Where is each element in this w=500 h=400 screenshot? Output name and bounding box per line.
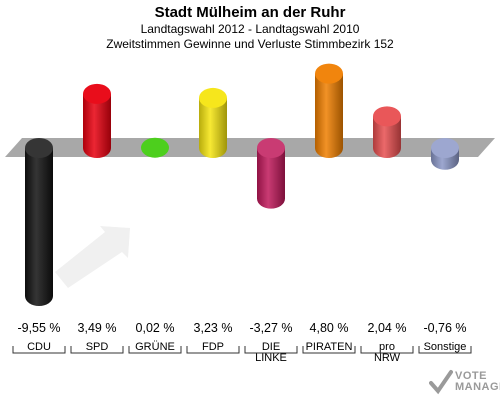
bar-piraten	[315, 63, 343, 158]
baseline-platform	[5, 138, 495, 157]
bar-body	[257, 148, 285, 209]
bar-body	[199, 97, 227, 158]
bar-cdu	[25, 138, 53, 307]
label-bracket	[302, 346, 356, 354]
bar-body	[373, 116, 401, 158]
chart-subtitle-2: Zweitstimmen Gewinne und Verluste Stimmb…	[106, 37, 394, 51]
shadow-arrow	[55, 226, 130, 288]
label-bracket	[186, 346, 240, 354]
bar-fdp	[199, 87, 227, 158]
label-bracket	[244, 346, 298, 354]
bar-pro-nrw	[373, 106, 401, 158]
logo-line-2: MANAGER	[455, 381, 500, 393]
bar-cap	[373, 106, 401, 127]
value-label: -0,76 %	[423, 321, 466, 335]
bar-spd	[83, 83, 111, 158]
label-bracket	[70, 346, 124, 354]
value-label: -3,27 %	[249, 321, 292, 335]
bars-layer	[25, 63, 459, 307]
checkmark-icon	[429, 370, 453, 395]
value-label: -9,55 %	[17, 321, 60, 335]
category-label: FDP	[202, 341, 224, 353]
bar-cap	[199, 87, 227, 108]
chart-title: Stadt Mülheim an der Ruhr	[154, 4, 346, 21]
label-bracket	[360, 346, 414, 354]
category-label: PIRATEN	[306, 341, 353, 353]
category-label: GRÜNE	[135, 341, 175, 353]
bar-cap	[141, 137, 169, 158]
bar-cap	[25, 138, 53, 158]
category-label: pro	[379, 341, 395, 353]
logo-line-1: VOTE	[455, 370, 487, 382]
bar-cap	[315, 63, 343, 84]
bar-cap	[83, 83, 111, 104]
bar-gr-ne	[141, 137, 169, 158]
category-label: SPD	[86, 341, 109, 353]
category-label: NRW	[374, 352, 401, 364]
value-label: 3,49 %	[78, 321, 117, 335]
label-bracket	[128, 346, 182, 354]
bar-body	[83, 93, 111, 158]
value-label: 4,80 %	[310, 321, 349, 335]
bar-die-linke	[257, 138, 285, 209]
category-label: Sonstige	[424, 341, 467, 353]
category-label: DIE	[262, 341, 280, 353]
value-label: 0,02 %	[136, 321, 175, 335]
votemanager-logo: VOTE MANAGER	[429, 369, 500, 397]
value-labels-layer: -9,55 % 3,49 % 0,02 % 3,23 % -3,27 % 4,80 % 2,…	[17, 321, 466, 335]
chart-subtitle-1: Landtagswahl 2012 - Landtagswahl 2010	[140, 22, 360, 36]
bar-body	[25, 148, 53, 307]
bar-cap	[431, 138, 459, 158]
bar-cap	[257, 138, 285, 158]
category-label: LINKE	[255, 352, 287, 364]
category-label: CDU	[27, 341, 51, 353]
bar-body	[315, 73, 343, 158]
value-label: 3,23 %	[194, 321, 233, 335]
value-label: 2,04 %	[368, 321, 407, 335]
label-bracket	[418, 346, 472, 354]
label-bracket	[12, 346, 66, 354]
bar-sonstige	[431, 138, 459, 170]
chart-header: Stadt Mülheim an der Ruhr Landtagswahl 2…	[0, 4, 500, 52]
